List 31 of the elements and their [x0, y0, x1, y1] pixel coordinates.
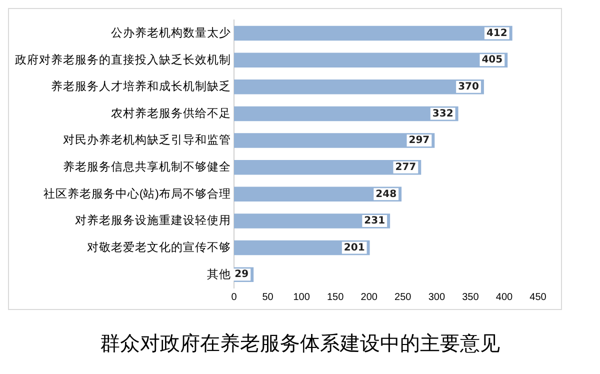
x-tick-label: 400: [496, 292, 513, 303]
y-tick-label: 对敬老爱老文化的宣传不够: [87, 240, 231, 254]
data-label: 297: [408, 135, 430, 146]
x-tick-label: 350: [462, 292, 480, 303]
data-label: 277: [395, 162, 416, 173]
x-tick-label: 100: [293, 292, 310, 303]
data-label: 370: [458, 82, 479, 93]
data-label: 248: [376, 188, 397, 200]
y-tick-label: 对养老服务设施重建设轻使用: [75, 213, 231, 228]
y-tick-label: 公办养老机构数量太少: [111, 25, 231, 40]
y-tick-label: 社区养老服务中心(站)布局不够合理: [43, 186, 231, 200]
y-tick-label: 政府对养老服务的直接投入缺乏长效机制: [15, 52, 231, 66]
x-tick-label: 200: [360, 292, 378, 303]
y-tick-label: 养老服务信息共享机制不够健全: [63, 160, 231, 174]
x-tick-label: 450: [530, 292, 547, 303]
x-tick-label: 300: [428, 292, 446, 303]
data-label: 332: [432, 108, 454, 120]
data-label: 29: [234, 269, 249, 280]
data-label: 412: [486, 28, 508, 39]
y-tick-label: 对民办养老机构缺乏引导和监管: [63, 132, 231, 147]
data-label: 231: [364, 216, 386, 227]
x-tick-label: 250: [394, 292, 412, 303]
text: 群众对政府在养老服务体系建设中的主要意见: [99, 330, 501, 357]
y-tick-label: 农村养老服务供给不足: [111, 106, 231, 120]
y-tick-label: 其他: [207, 268, 231, 281]
data-label: 405: [482, 54, 503, 66]
data-label: 201: [344, 242, 365, 254]
x-tick-label: 50: [262, 292, 274, 303]
x-tick-label: 150: [326, 292, 344, 303]
x-tick-label: 0: [231, 292, 238, 303]
y-tick-label: 养老服务人才培养和成长机制缺乏: [51, 79, 231, 94]
